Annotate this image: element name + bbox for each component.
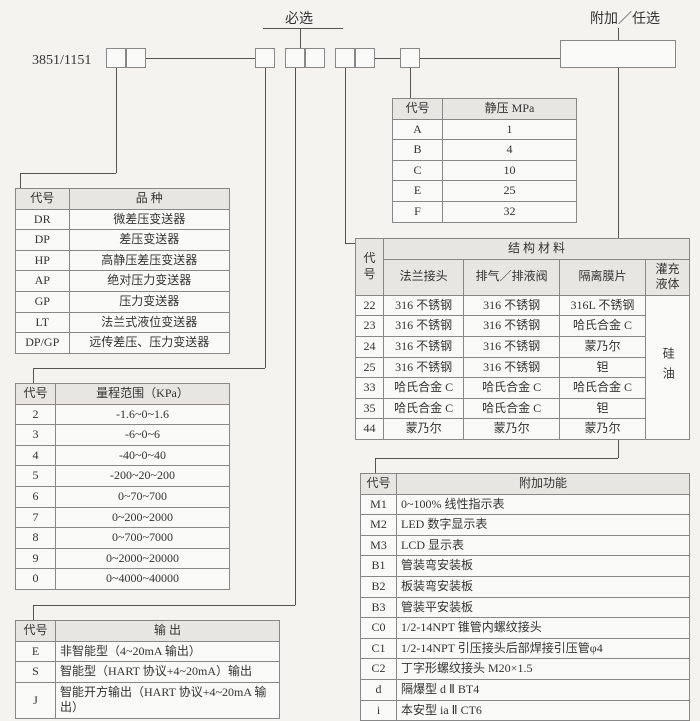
col-code: 代号 (361, 474, 397, 495)
connector (345, 68, 346, 243)
connector (375, 458, 618, 459)
connector (33, 368, 265, 369)
col-vent: 排气／排液阀 (464, 259, 560, 295)
connector (263, 28, 343, 29)
connector (20, 173, 21, 188)
connector (300, 28, 301, 48)
connector (345, 243, 355, 244)
connector (33, 605, 34, 620)
selector-box (285, 48, 305, 68)
selector-box (400, 48, 420, 68)
col-range: 量程范围（KPa） (56, 384, 230, 405)
col-output: 输 出 (56, 621, 280, 642)
connector (33, 605, 295, 606)
table-extra: 代号 附加功能 M10~100% 线性指示表 M2LED 数字显示表 M3LCD… (360, 473, 690, 721)
col-fill: 灌充液体 (646, 259, 690, 295)
table-material: 代号 结 构 材 料 法兰接头 排气／排液阀 隔离膜片 灌充液体 22 316 … (355, 238, 690, 440)
selector-box (355, 48, 375, 68)
table-type: 代号 品 种 DR微差压变送器 DP差压变送器 HP高静压差压变送器 AP绝对压… (15, 188, 230, 354)
col-kind: 品 种 (69, 189, 230, 210)
connector (295, 68, 296, 605)
connector (116, 68, 117, 173)
connector (146, 58, 255, 59)
selector-box (126, 48, 146, 68)
label-required: 必选 (285, 8, 313, 28)
selector-box (335, 48, 355, 68)
selector-box-optional (560, 40, 676, 68)
label-optional: 附加／任选 (590, 8, 660, 28)
connector (375, 458, 376, 473)
col-static: 静压 MPa (443, 99, 577, 120)
label-model: 3851/1151 (32, 53, 91, 69)
selector-box (305, 48, 325, 68)
col-code: 代号 (356, 239, 384, 296)
table-range: 代号 量程范围（KPa） 2-1.6~0~1.6 3-6~0~6 4-40~0~… (15, 383, 230, 590)
col-diaphragm: 隔离膜片 (559, 259, 645, 295)
cell-fill-liquid: 硅油 (646, 295, 690, 439)
col-material-header: 结 构 材 料 (384, 239, 690, 260)
col-flange: 法兰接头 (384, 259, 464, 295)
connector (410, 68, 411, 98)
table-static-pressure: 代号 静压 MPa A1 B4 C10 E25 F32 (392, 98, 577, 223)
connector (265, 68, 266, 368)
connector (618, 28, 619, 40)
connector (375, 58, 400, 59)
connector (420, 58, 560, 59)
selector-box (106, 48, 126, 68)
connector (33, 368, 34, 383)
col-code: 代号 (16, 384, 56, 405)
col-extra: 附加功能 (397, 474, 690, 495)
col-code: 代号 (16, 189, 70, 210)
connector (20, 173, 116, 174)
col-code: 代号 (16, 621, 56, 642)
col-code: 代号 (393, 99, 443, 120)
table-output: 代号 输 出 E非智能型（4~20mA 输出） S智能型（HART 协议+4~2… (15, 620, 280, 719)
selector-box (255, 48, 275, 68)
